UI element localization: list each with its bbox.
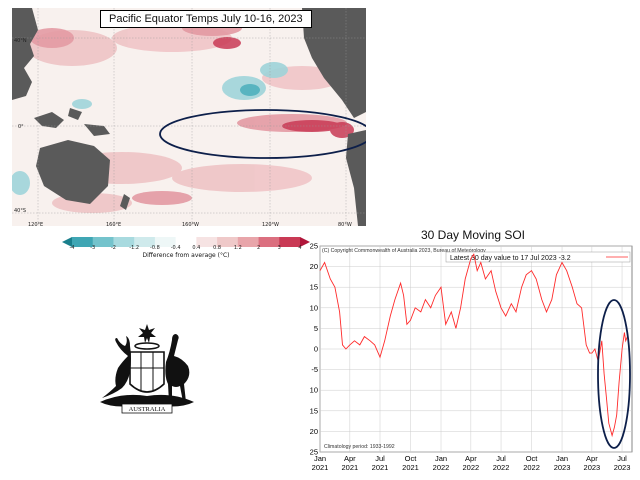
australian-coat-of-arms-emblem: AUSTRALIA — [92, 322, 202, 420]
y-tick-label: -25 — [310, 448, 318, 457]
y-tick-label: 0 — [314, 345, 318, 354]
coat-of-arms-image: AUSTRALIA — [100, 324, 194, 414]
colorbar-swatch — [258, 237, 280, 247]
x-tick-label: Oct — [526, 454, 539, 463]
y-tick-label: 5 — [314, 324, 318, 333]
y-tick-label: -15 — [310, 406, 318, 415]
lat-label-40n: 40°N — [14, 38, 27, 44]
legend-text: Latest 30 day value to 17 Jul 2023 -3.2 — [450, 255, 571, 262]
colorbar-tick-label: -0.4 — [170, 245, 181, 251]
colorbar-swatch — [92, 237, 114, 247]
y-tick-label: 20 — [310, 262, 318, 271]
colorbar-swatch — [62, 237, 72, 247]
colorbar-tick-label: -1.2 — [129, 245, 140, 251]
y-tick-label: -20 — [310, 427, 318, 436]
lon-label-120w: 120°W — [262, 222, 279, 228]
lat-label-40s: 40°S — [14, 208, 27, 214]
y-tick-label: 25 — [310, 242, 318, 251]
x-tick-year: 2022 — [523, 463, 540, 472]
climatology-note: Climatology period: 1933-1992 — [324, 444, 395, 450]
x-tick-year: 2023 — [614, 463, 631, 472]
sst-colorbar: -4 -3 -2 -1.2 -0.8 -0.4 0.4 0.8 1.2 2 3 4 Differenc… — [62, 234, 310, 260]
emblem-motto: AUSTRALIA — [129, 406, 166, 413]
lon-label-160w: 160°W — [182, 222, 199, 228]
x-tick-year: 2022 — [493, 463, 510, 472]
lon-label-160e: 160°E — [106, 222, 122, 228]
legend-box — [445, 251, 631, 263]
colorbar-swatch — [237, 237, 259, 247]
x-tick-label: Jul — [617, 454, 627, 463]
y-tick-label: -10 — [310, 386, 318, 395]
colorbar-tick-label: 3 — [277, 245, 281, 251]
sst-map-image — [12, 8, 366, 226]
soi-chart: 30 Day Moving SOI 25 20 15 10 5 0 -5 -10 -15 -20 -… — [310, 228, 636, 478]
colorbar-swatch — [196, 237, 218, 247]
x-tick-year: 2022 — [463, 463, 480, 472]
x-tick-label: Jan — [435, 454, 447, 463]
colorbar-tick-label: -0.8 — [150, 245, 160, 251]
x-tick-label: Jan — [556, 454, 568, 463]
x-tick-year: 2023 — [584, 463, 601, 472]
copyright-text: (C) Copyright Commonwealth of Australia … — [322, 248, 486, 254]
x-tick-label: Jul — [375, 454, 385, 463]
colorbar-swatch — [217, 237, 239, 247]
x-tick-label: Jul — [496, 454, 506, 463]
colorbar-tick-label: -3 — [90, 245, 96, 251]
x-tick-label: Apr — [586, 454, 598, 463]
colorbar-tick-label: 0.4 — [192, 245, 201, 251]
sst-anomaly-map: Pacific Equator Temps July 10-16, 2023 4… — [12, 8, 366, 226]
lon-label-120e: 120°E — [28, 222, 44, 228]
x-tick-year: 2021 — [372, 463, 389, 472]
colorbar-tick-label: 4 — [298, 245, 302, 251]
y-tick-label: -5 — [311, 365, 318, 374]
x-tick-label: Apr — [344, 454, 356, 463]
sst-map-title: Pacific Equator Temps July 10-16, 2023 — [100, 10, 312, 28]
x-tick-label: Jan — [314, 454, 326, 463]
colorbar-tick-label: 2 — [256, 245, 261, 251]
x-tick-year: 2023 — [554, 463, 571, 472]
colorbar-tick-label: -4 — [69, 245, 75, 251]
colorbar-tick-label: 1.2 — [233, 245, 242, 251]
soi-highlight-ellipse — [597, 299, 631, 449]
colorbar-swatches — [62, 237, 310, 247]
colorbar-swatch — [134, 237, 156, 247]
lon-label-80w: 80°W — [338, 222, 352, 228]
colorbar-tick-label: 0.8 — [213, 245, 222, 251]
colorbar-swatch — [279, 237, 301, 247]
y-tick-label: 15 — [310, 283, 318, 292]
x-tick-year: 2021 — [402, 463, 419, 472]
x-tick-year: 2022 — [433, 463, 450, 472]
chart-title: 30 Day Moving SOI — [420, 228, 526, 242]
colorbar-label: Difference from average (°C) — [142, 252, 230, 259]
x-tick-year: 2021 — [312, 463, 329, 472]
x-tick-year: 2021 — [341, 463, 358, 472]
x-tick-label: Apr — [465, 454, 477, 463]
y-tick-label: 10 — [310, 303, 318, 312]
colorbar-swatch — [175, 237, 197, 247]
x-tick-label: Oct — [405, 454, 418, 463]
lat-label-0: 0° — [18, 124, 24, 130]
colorbar-swatch — [72, 237, 94, 247]
colorbar-tick-label: -2 — [110, 245, 116, 251]
colorbar-swatch — [300, 237, 310, 247]
colorbar-swatch — [113, 237, 135, 247]
colorbar-swatch — [154, 237, 176, 247]
equator-highlight-ellipse — [159, 109, 366, 159]
